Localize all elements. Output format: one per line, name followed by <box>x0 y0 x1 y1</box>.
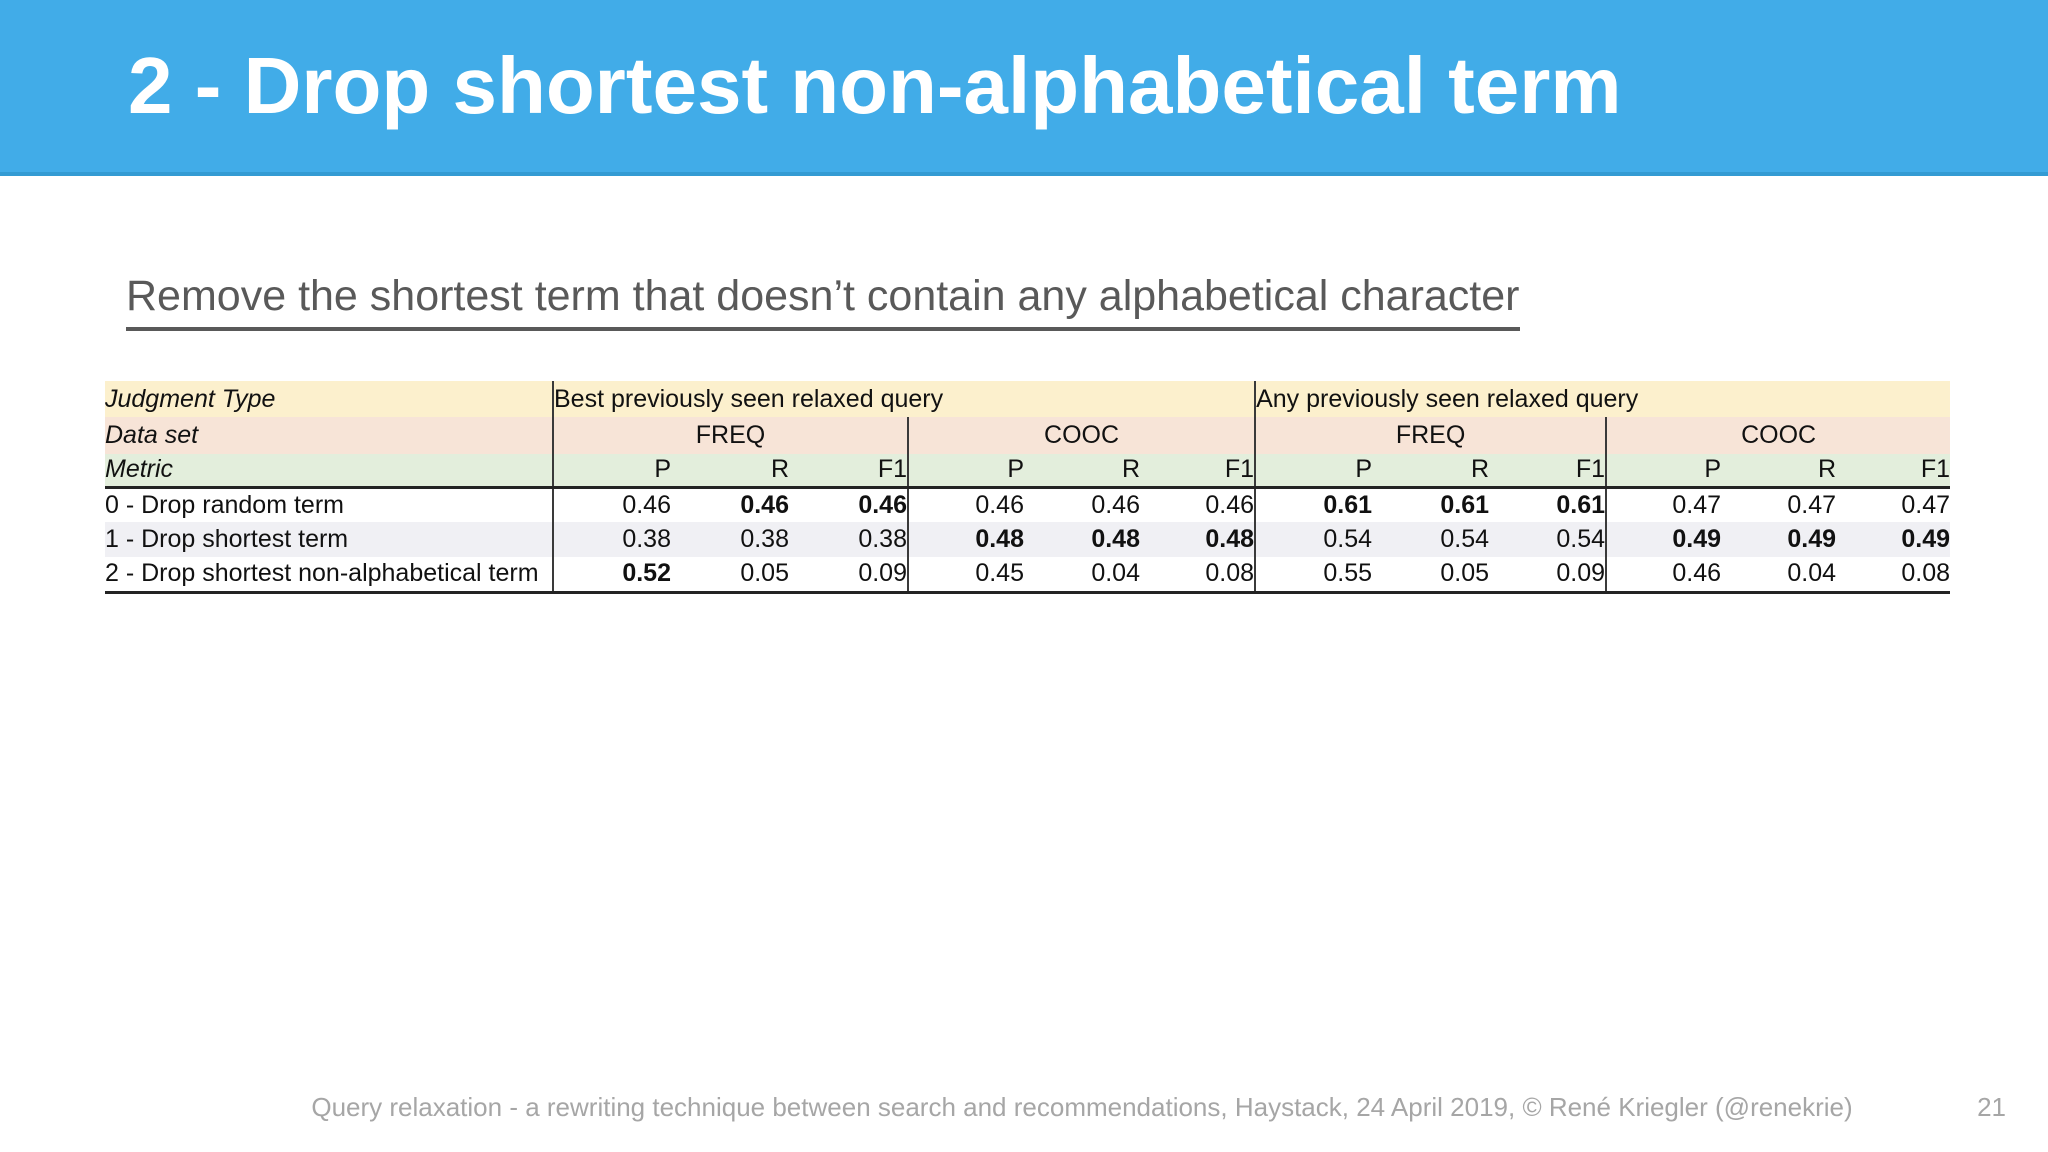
value-cell: 0.04 <box>1721 557 1837 594</box>
subtitle-wrap: Remove the shortest term that doesn’t co… <box>126 272 1520 331</box>
value-cell: 0.05 <box>671 557 789 594</box>
metric-header-r: R <box>671 454 789 489</box>
row-label: 0 - Drop random term <box>105 490 344 519</box>
value-cell: 0.09 <box>1489 557 1607 594</box>
footer-credit: Query relaxation - a rewriting technique… <box>311 1092 1853 1122</box>
table-row: 2 - Drop shortest non-alphabetical term 0… <box>105 557 1951 594</box>
table-row: Judgment Type Best previously seen relaxe… <box>105 381 1951 417</box>
title-bar: 2 - Drop shortest non-alphabetical term <box>0 0 2048 176</box>
value-cell: 0.09 <box>789 557 908 594</box>
value-cell: 0.47 <box>1787 490 1837 519</box>
value-cell: 0.45 <box>907 557 1024 594</box>
dataset-header-freq-0: FREQ <box>552 417 908 454</box>
table-row: Metric P R F1 P R F1 P R F1 P R F1 <box>105 454 1951 489</box>
value-cell: 0.46 <box>1205 490 1255 519</box>
value-cell: 0.61 <box>1556 490 1606 519</box>
dataset-header-cooc-1: COOC <box>906 417 1256 454</box>
value-cell: 0.49 <box>1721 522 1837 557</box>
value-cell: 0.48 <box>1140 522 1256 557</box>
metric-header-f1: F1 <box>1836 454 1951 489</box>
value-cell: 0.61 <box>1254 487 1373 522</box>
value-cell: 0.08 <box>1140 557 1256 594</box>
results-table: Judgment Type Best previously seen relaxe… <box>105 381 1951 594</box>
value-cell: 0.55 <box>1254 557 1373 594</box>
value-cell: 0.48 <box>907 522 1024 557</box>
value-cell: 0.38 <box>671 522 789 557</box>
group-header-any: Any previously seen relaxed query <box>1254 381 1951 417</box>
table-row: Data set FREQ COOC FREQ COOC <box>105 417 1951 454</box>
value-cell: 0.49 <box>1836 522 1951 557</box>
judgment-type-label: Judgment Type <box>105 381 553 417</box>
row-label: 2 - Drop shortest non-alphabetical term <box>105 557 553 594</box>
value-cell: 0.46 <box>858 490 907 519</box>
table-row: 0 - Drop random term 0.46 0.46 0.46 0.46 0.46… <box>105 487 1950 522</box>
value-cell: 0.38 <box>789 522 908 557</box>
value-cell: 0.38 <box>552 522 671 557</box>
value-cell: 0.54 <box>1254 522 1373 557</box>
metric-header-r: R <box>1372 454 1490 489</box>
group-header-best: Best previously seen relaxed query <box>551 381 1256 417</box>
row-label: 1 - Drop shortest term <box>105 522 553 557</box>
value-cell: 0.46 <box>1605 557 1722 594</box>
value-cell: 0.52 <box>552 557 671 594</box>
value-cell: 0.49 <box>1605 522 1722 557</box>
metric-header-p: P <box>1254 454 1373 489</box>
dataset-header-freq-2: FREQ <box>1254 417 1607 454</box>
value-cell: 0.08 <box>1836 557 1951 594</box>
metric-header-p: P <box>1605 454 1722 489</box>
value-cell: 0.61 <box>1440 490 1490 519</box>
slide-title: 2 - Drop shortest non-alphabetical term <box>128 41 1622 130</box>
metric-label: Metric <box>105 454 553 489</box>
value-cell: 0.47 <box>1901 490 1951 519</box>
slide-subtitle: Remove the shortest term that doesn’t co… <box>126 272 1520 331</box>
value-cell: 0.54 <box>1372 522 1490 557</box>
metric-header-f1: F1 <box>1489 454 1607 489</box>
metric-header-r: R <box>1721 454 1837 489</box>
value-cell: 0.48 <box>1024 522 1140 557</box>
dataset-header-cooc-3: COOC <box>1605 417 1951 454</box>
value-cell: 0.04 <box>1024 557 1140 594</box>
metric-header-p: P <box>907 454 1024 489</box>
metric-header-r: R <box>1024 454 1140 489</box>
page-number: 21 <box>1977 1092 2006 1122</box>
value-cell: 0.47 <box>1605 487 1722 522</box>
table-row: 1 - Drop shortest term 0.38 0.38 0.38 0.48 0.… <box>105 522 1951 557</box>
value-cell: 0.46 <box>907 487 1024 522</box>
value-cell: 0.46 <box>552 487 671 522</box>
metric-header-f1: F1 <box>1140 454 1256 489</box>
metric-header-f1: F1 <box>789 454 908 489</box>
value-cell: 0.46 <box>740 490 789 519</box>
value-cell: 0.54 <box>1489 522 1607 557</box>
value-cell: 0.46 <box>1091 490 1140 519</box>
value-cell: 0.05 <box>1372 557 1490 594</box>
metric-header-p: P <box>552 454 671 489</box>
dataset-label: Data set <box>105 417 553 454</box>
